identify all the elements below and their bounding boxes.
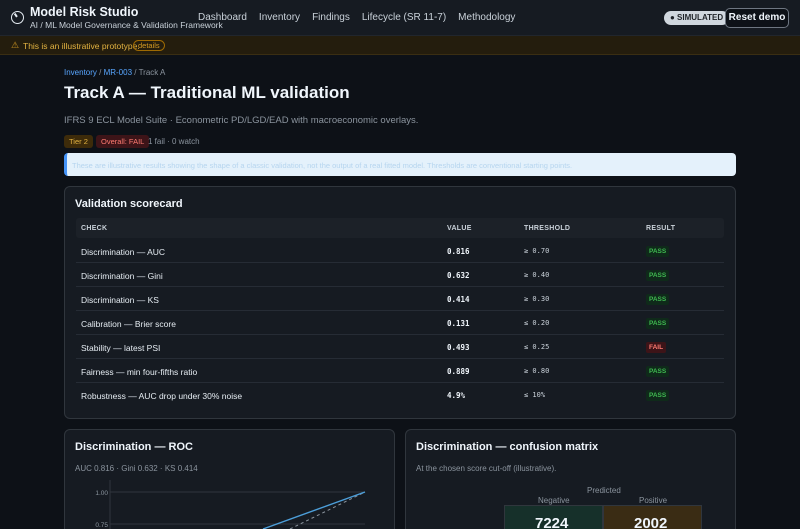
roc-card — [64, 429, 395, 529]
check-threshold: ≤ 0.25 — [524, 343, 550, 351]
check-value: 0.816 — [447, 247, 470, 256]
pass-badge: PASS — [646, 366, 670, 377]
breadcrumb-model[interactable]: MR-003 — [103, 68, 133, 77]
info-notice — [64, 153, 736, 176]
roc-title: Discrimination — ROC — [75, 441, 193, 453]
column-header-value: VALUE — [447, 225, 472, 232]
check-name: Fairness — min four-fifths ratio — [81, 367, 198, 377]
confusion-subtitle: At the chosen score cut-off (illustrativ… — [416, 464, 557, 473]
true-negative-count: 7224 — [535, 515, 569, 529]
details-button[interactable]: details — [133, 39, 165, 51]
true-negative-cell — [504, 505, 603, 529]
nav-lifecycle[interactable]: Lifecycle (SR 11-7) — [361, 12, 447, 23]
pass-badge: PASS — [646, 270, 670, 281]
chance-diagonal-line — [289, 491, 366, 529]
pass-badge: PASS — [646, 318, 670, 329]
breadcrumb-current: Track A — [138, 68, 166, 77]
table-row: Discrimination — AUC 0.816 ≥ 0.70 PASS — [76, 239, 724, 263]
table-row: Robustness — AUC drop under 30% noise 4.… — [76, 383, 724, 407]
false-positive-count: 2002 — [634, 515, 668, 529]
scorecard-header-row — [76, 218, 724, 238]
nav-dashboard[interactable]: Dashboard — [198, 12, 247, 23]
check-value: 0.889 — [447, 367, 470, 376]
table-row: Calibration — Brier score 0.131 ≤ 0.20 P… — [76, 311, 724, 335]
table-row: Fairness — min four-fifths ratio 0.889 ≥… — [76, 359, 724, 383]
check-name: Calibration — Brier score — [81, 319, 176, 329]
table-row: Discrimination — KS 0.414 ≥ 0.30 PASS — [76, 287, 724, 311]
pass-badge: PASS — [646, 246, 670, 257]
pass-badge: PASS — [646, 390, 670, 401]
column-header-threshold: THRESHOLD — [524, 225, 571, 232]
pass-badge: PASS — [646, 294, 670, 305]
overall-status-badge: Overall: FAIL — [96, 135, 150, 148]
check-name: Robustness — AUC drop under 30% noise — [81, 391, 243, 401]
clock-logo-icon[interactable] — [11, 11, 24, 24]
roc-subtitle: AUC 0.816 · Gini 0.632 · KS 0.414 — [75, 464, 198, 473]
main-nav: Dashboard Inventory Findings Lifecycle (… — [198, 12, 515, 23]
check-threshold: ≤ 0.20 — [524, 319, 550, 327]
check-threshold: ≤ 10% — [524, 391, 546, 399]
column-header-check: CHECK — [81, 225, 108, 232]
check-threshold: ≥ 0.40 — [524, 271, 550, 279]
breadcrumb-separator: / — [132, 68, 139, 77]
warning-icon: ⚠ — [11, 40, 20, 50]
check-threshold: ≥ 0.70 — [524, 247, 550, 255]
check-value: 0.414 — [447, 295, 470, 304]
positive-label: Positive — [639, 496, 668, 505]
breadcrumb: Inventory / MR-003 / Track A — [64, 68, 165, 77]
app-title[interactable]: Model Risk Studio — [30, 5, 139, 19]
page-subtitle: IFRS 9 ECL Model Suite · Econometric PD/… — [64, 115, 419, 126]
prototype-banner — [0, 36, 800, 55]
nav-methodology[interactable]: Methodology — [458, 12, 516, 23]
reset-demo-button[interactable]: Reset demo — [725, 8, 789, 28]
fail-badge: FAIL — [646, 342, 667, 353]
tick-label-075: 0.75 — [95, 522, 108, 529]
false-positive-cell — [603, 505, 702, 529]
table-row: Discrimination — Gini 0.632 ≥ 0.40 PASS — [76, 263, 724, 287]
confusion-title: Discrimination — confusion matrix — [416, 441, 599, 453]
scorecard-title: Validation scorecard — [75, 198, 183, 210]
breadcrumb-inventory[interactable]: Inventory — [64, 68, 97, 77]
check-value: 0.131 — [447, 319, 470, 328]
check-value: 0.632 — [447, 271, 470, 280]
finding-counts: 1 fail · 0 watch — [148, 137, 200, 146]
table-row: Stability — latest PSI 0.493 ≤ 0.25 FAIL — [76, 335, 724, 359]
check-threshold: ≥ 0.80 — [524, 367, 550, 375]
banner-text: This is an illustrative prototype. — [23, 41, 140, 51]
check-name: Discrimination — KS — [81, 295, 159, 305]
predicted-label: Predicted — [587, 486, 621, 495]
app-tagline: AI / ML Model Governance & Validation Fr… — [30, 20, 223, 30]
roc-curve-line — [262, 491, 366, 529]
nav-findings[interactable]: Findings — [312, 12, 350, 23]
simulated-badge: ● SIMULATED — [664, 11, 730, 25]
nav-inventory[interactable]: Inventory — [258, 12, 301, 23]
check-name: Stability — latest PSI — [81, 343, 161, 353]
info-notice-text: These are illustrative results showing t… — [72, 161, 573, 170]
check-value: 0.493 — [447, 343, 470, 352]
check-threshold: ≥ 0.30 — [524, 295, 550, 303]
page-title: Track A — Traditional ML validation — [64, 83, 350, 102]
tick-label-100: 1.00 — [95, 490, 108, 497]
roc-plot: 1.00 0.75 — [95, 480, 366, 529]
negative-label: Negative — [538, 496, 570, 505]
tier-badge: Tier 2 — [64, 135, 93, 148]
check-name: Discrimination — Gini — [81, 271, 163, 281]
check-name: Discrimination — AUC — [81, 247, 166, 257]
column-header-result: RESULT — [646, 225, 676, 232]
check-value: 4.9% — [447, 391, 466, 400]
breadcrumb-separator: / — [96, 68, 104, 77]
